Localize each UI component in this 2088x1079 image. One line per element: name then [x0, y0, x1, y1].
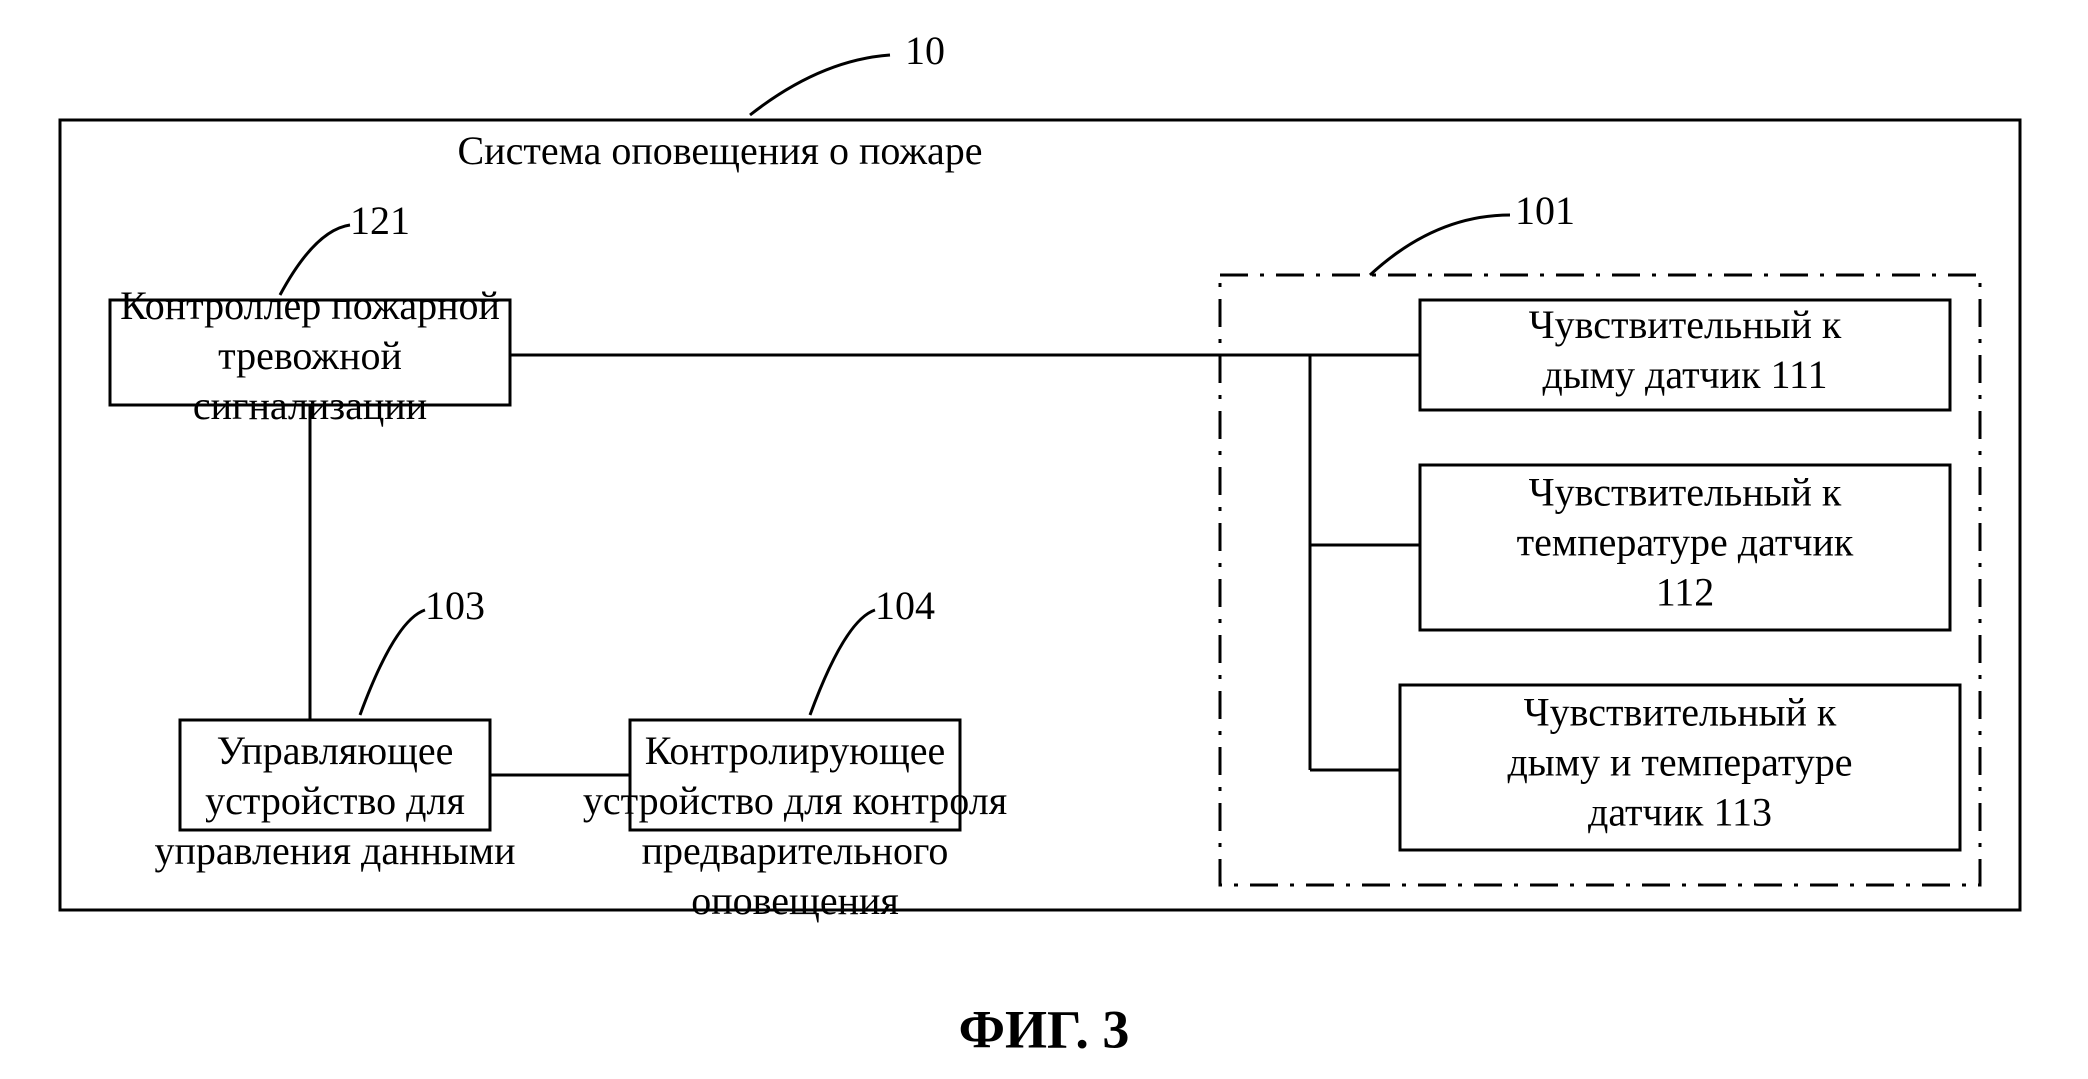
diagram-label: Контролирующее — [645, 728, 946, 773]
diagram-connector — [1370, 215, 1510, 275]
diagram-label: оповещения — [691, 878, 899, 923]
diagram-label: 101 — [1515, 188, 1575, 233]
diagram-label: 104 — [875, 583, 935, 628]
diagram-label: 10 — [905, 28, 945, 73]
diagram-connector — [360, 610, 425, 715]
diagram-label: температуре датчик — [1517, 520, 1854, 565]
diagram-label: датчик 113 — [1588, 790, 1772, 835]
diagram-label: дыму датчик 111 — [1542, 352, 1827, 397]
diagram-label: тревожной — [218, 333, 402, 378]
diagram-label: Чувствительный к — [1529, 302, 1842, 347]
diagram-label: 103 — [425, 583, 485, 628]
diagram-label: предварительного — [642, 828, 949, 873]
diagram-label: устройство для — [205, 778, 465, 823]
diagram-label: ФИГ. 3 — [959, 999, 1130, 1059]
diagram-label: Чувствительный к — [1524, 690, 1837, 735]
diagram-label: Система оповещения о пожаре — [458, 128, 983, 173]
diagram-label: Контроллер пожарной — [120, 283, 500, 328]
diagram-connector — [810, 610, 875, 715]
diagram-label: управления данными — [155, 828, 516, 873]
diagram-label: Управляющее — [217, 728, 454, 773]
diagram-connector — [750, 55, 890, 115]
diagram-label: Чувствительный к — [1529, 470, 1842, 515]
diagram-label: 121 — [350, 198, 410, 243]
diagram-label: 112 — [1656, 570, 1715, 615]
diagram-label: дыму и температуре — [1507, 740, 1852, 785]
diagram-label: устройство для контроля — [583, 778, 1007, 823]
